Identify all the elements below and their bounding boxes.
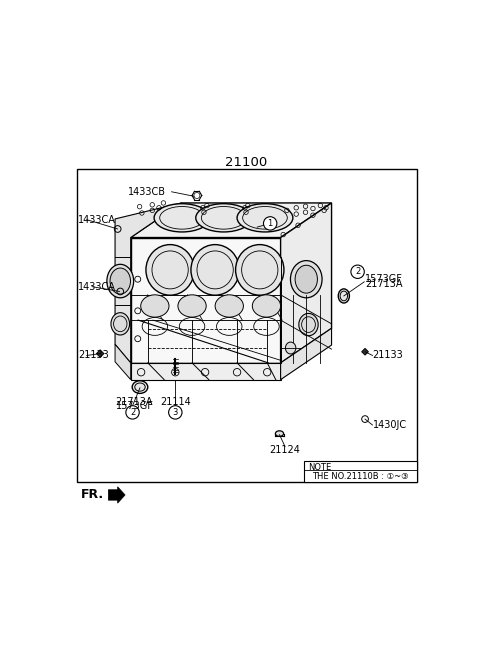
Ellipse shape: [276, 431, 284, 436]
Ellipse shape: [107, 264, 133, 298]
Text: NOTE: NOTE: [308, 463, 331, 472]
Polygon shape: [131, 237, 281, 363]
Text: 1573GF: 1573GF: [116, 401, 153, 411]
Text: 3: 3: [173, 408, 178, 417]
Polygon shape: [281, 203, 332, 363]
Circle shape: [351, 265, 364, 278]
Text: 21713A: 21713A: [116, 397, 153, 407]
Polygon shape: [115, 203, 181, 363]
Text: 1433CB: 1433CB: [128, 187, 166, 197]
Ellipse shape: [196, 203, 252, 232]
Text: 1433CA: 1433CA: [78, 281, 116, 292]
Text: 2: 2: [130, 408, 135, 417]
Text: 1573GF: 1573GF: [365, 274, 403, 284]
Ellipse shape: [191, 245, 240, 295]
Text: 21133: 21133: [372, 350, 403, 360]
Text: 21100: 21100: [225, 155, 267, 169]
Text: 21114: 21114: [160, 397, 191, 407]
Text: 21713A: 21713A: [365, 279, 403, 289]
Text: 2: 2: [355, 267, 360, 276]
Text: 21133: 21133: [78, 350, 108, 360]
Ellipse shape: [295, 265, 317, 293]
Text: 1: 1: [267, 219, 273, 228]
Ellipse shape: [290, 260, 322, 298]
Polygon shape: [281, 328, 332, 380]
Circle shape: [126, 405, 139, 419]
Circle shape: [168, 405, 182, 419]
Text: 21124: 21124: [270, 445, 300, 455]
Text: THE NO.21110B : ①~③: THE NO.21110B : ①~③: [312, 472, 408, 481]
Bar: [304, 461, 417, 482]
Ellipse shape: [154, 203, 210, 232]
Polygon shape: [108, 487, 125, 503]
Text: FR.: FR.: [81, 489, 104, 501]
Polygon shape: [131, 363, 281, 380]
Ellipse shape: [146, 245, 194, 295]
Ellipse shape: [111, 313, 130, 335]
Polygon shape: [362, 348, 368, 355]
Text: 1433CA: 1433CA: [78, 215, 116, 224]
Ellipse shape: [286, 342, 296, 354]
Text: 1430JC: 1430JC: [372, 420, 407, 430]
Ellipse shape: [110, 268, 131, 294]
Ellipse shape: [237, 203, 293, 232]
Ellipse shape: [252, 295, 281, 317]
Ellipse shape: [299, 314, 318, 336]
Ellipse shape: [338, 289, 349, 303]
Ellipse shape: [236, 245, 284, 295]
Ellipse shape: [141, 295, 169, 317]
Ellipse shape: [132, 380, 148, 394]
Polygon shape: [96, 350, 104, 358]
Polygon shape: [131, 203, 332, 237]
Ellipse shape: [178, 295, 206, 317]
Ellipse shape: [215, 295, 243, 317]
Circle shape: [264, 216, 277, 230]
Bar: [77, 169, 417, 482]
Polygon shape: [115, 344, 131, 380]
